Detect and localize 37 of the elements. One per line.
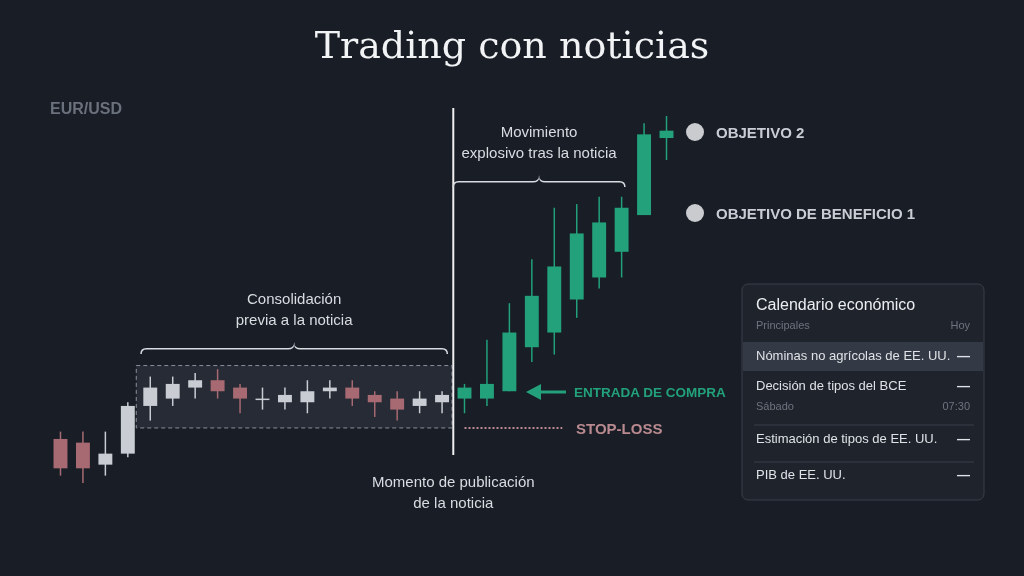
candlestick <box>435 390 450 415</box>
text: Decisión de tipos del BCE <box>756 378 907 393</box>
y-axis-title: EUR/USD <box>50 100 123 117</box>
text: Calendario económico <box>756 296 916 313</box>
annotation: Momento de publicación de la noticia <box>371 473 535 511</box>
annotation: Movimiento explosivo tras la noticia <box>461 123 618 161</box>
candlestick <box>277 386 292 411</box>
candlestick <box>390 390 405 422</box>
text: OBJETIVO DE BENEFICIO 1 <box>716 205 916 222</box>
candlestick <box>165 375 180 407</box>
chart-title: Trading con noticias <box>314 23 710 67</box>
text: OBJETIVO 2 <box>716 124 805 141</box>
candlestick <box>412 390 427 415</box>
text: PIB de EE. UU. <box>756 467 846 482</box>
candlestick <box>300 379 315 415</box>
ref-line-label: STOP-LOSS <box>576 419 663 437</box>
candlestick <box>233 383 248 415</box>
candlestick <box>345 379 360 407</box>
text: — <box>957 467 970 482</box>
text: Hoy <box>950 319 971 331</box>
text: Principales <box>756 319 811 331</box>
candlestick <box>210 368 225 400</box>
candlestick <box>143 375 158 422</box>
annotation: ENTRADA DE COMPRA <box>574 385 726 400</box>
candlestick <box>188 372 203 400</box>
text: — <box>957 431 970 446</box>
candlestick <box>479 339 494 407</box>
candlestick <box>457 383 472 415</box>
text: 07:30 <box>942 400 970 412</box>
candlestick <box>98 430 113 477</box>
candlestick <box>367 390 382 418</box>
text: Nóminas no agrícolas de EE. UU. <box>756 348 951 363</box>
text: Estimación de tipos de EE. UU. <box>756 431 938 446</box>
annotation: Consolidación previa a la noticia <box>235 290 354 328</box>
text: — <box>957 348 970 363</box>
text: Sábado <box>756 400 794 412</box>
text: — <box>957 378 970 393</box>
